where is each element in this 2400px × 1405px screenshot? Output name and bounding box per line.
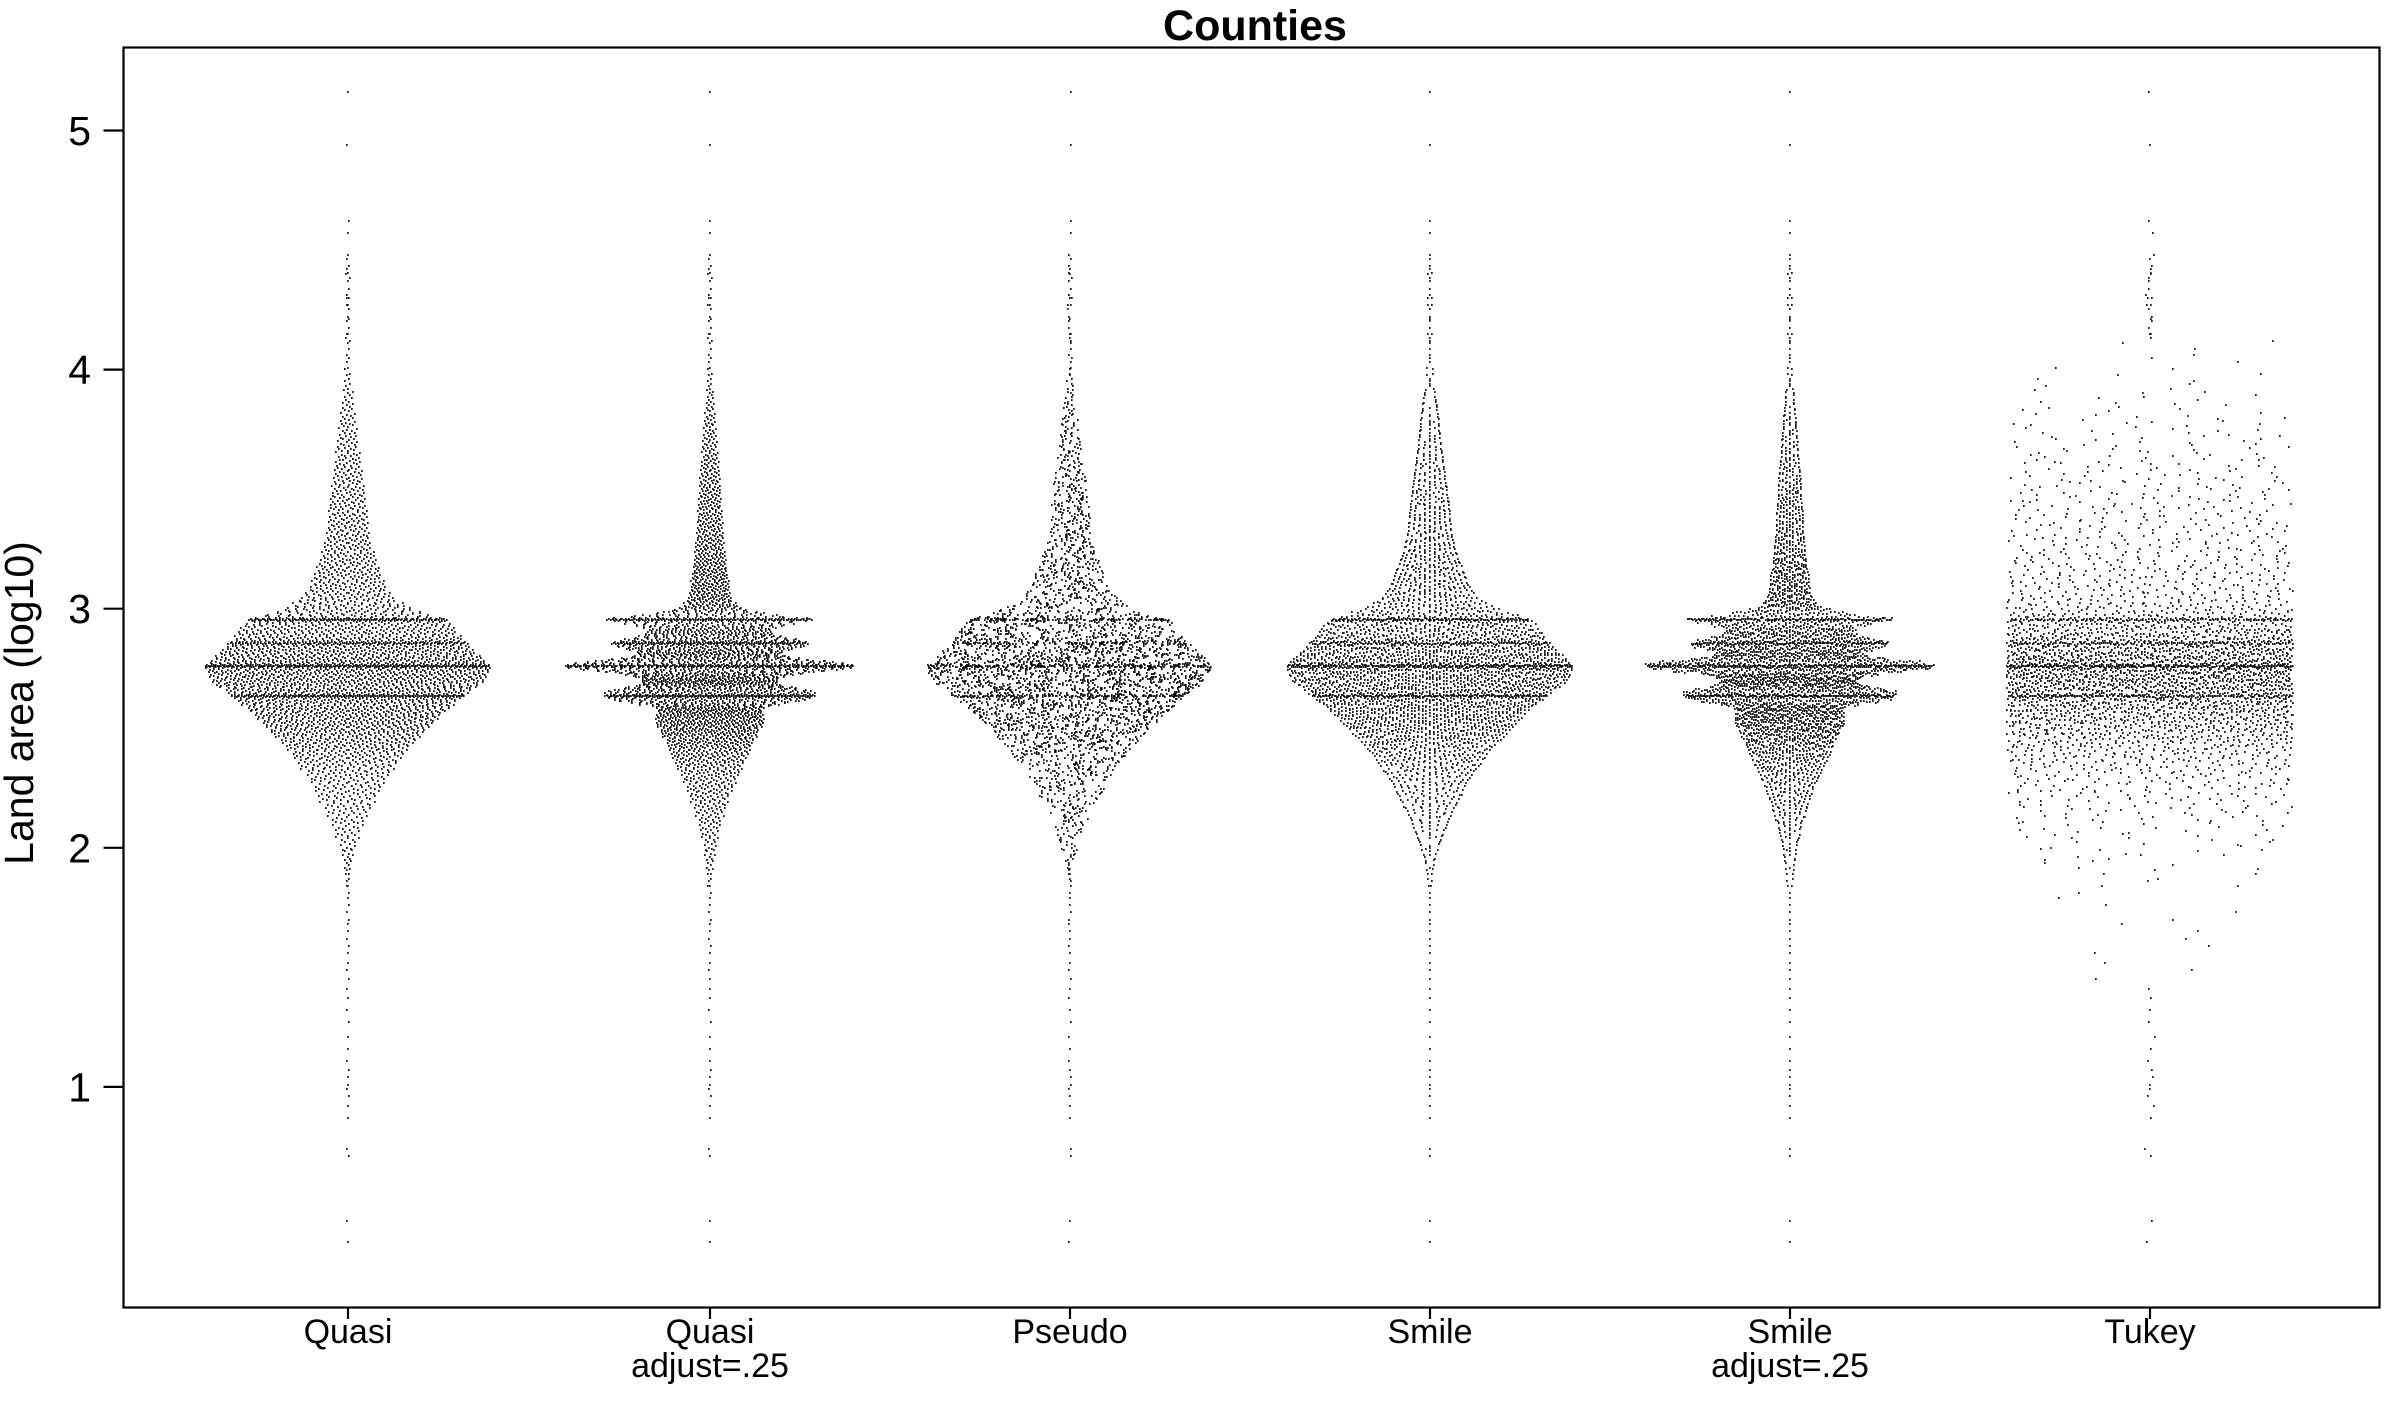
svg-text:Pseudo: Pseudo bbox=[1012, 1313, 1127, 1351]
svg-text:Smile: Smile bbox=[1747, 1313, 1832, 1351]
svg-text:Smile: Smile bbox=[1387, 1313, 1472, 1351]
svg-text:Tukey: Tukey bbox=[2104, 1313, 2195, 1351]
svg-text:5: 5 bbox=[68, 108, 91, 154]
svg-text:2: 2 bbox=[68, 825, 91, 871]
svg-text:Quasi: Quasi bbox=[304, 1313, 393, 1351]
svg-text:4: 4 bbox=[68, 347, 91, 393]
svg-text:3: 3 bbox=[68, 586, 91, 632]
svg-text:1: 1 bbox=[68, 1064, 91, 1110]
svg-text:Quasi: Quasi bbox=[666, 1313, 755, 1351]
svg-text:adjust=.25: adjust=.25 bbox=[631, 1347, 789, 1385]
svg-text:adjust=.25: adjust=.25 bbox=[1711, 1347, 1869, 1385]
svg-text:Land area (log10): Land area (log10) bbox=[0, 541, 42, 865]
svg-text:Counties: Counties bbox=[1163, 2, 1347, 50]
